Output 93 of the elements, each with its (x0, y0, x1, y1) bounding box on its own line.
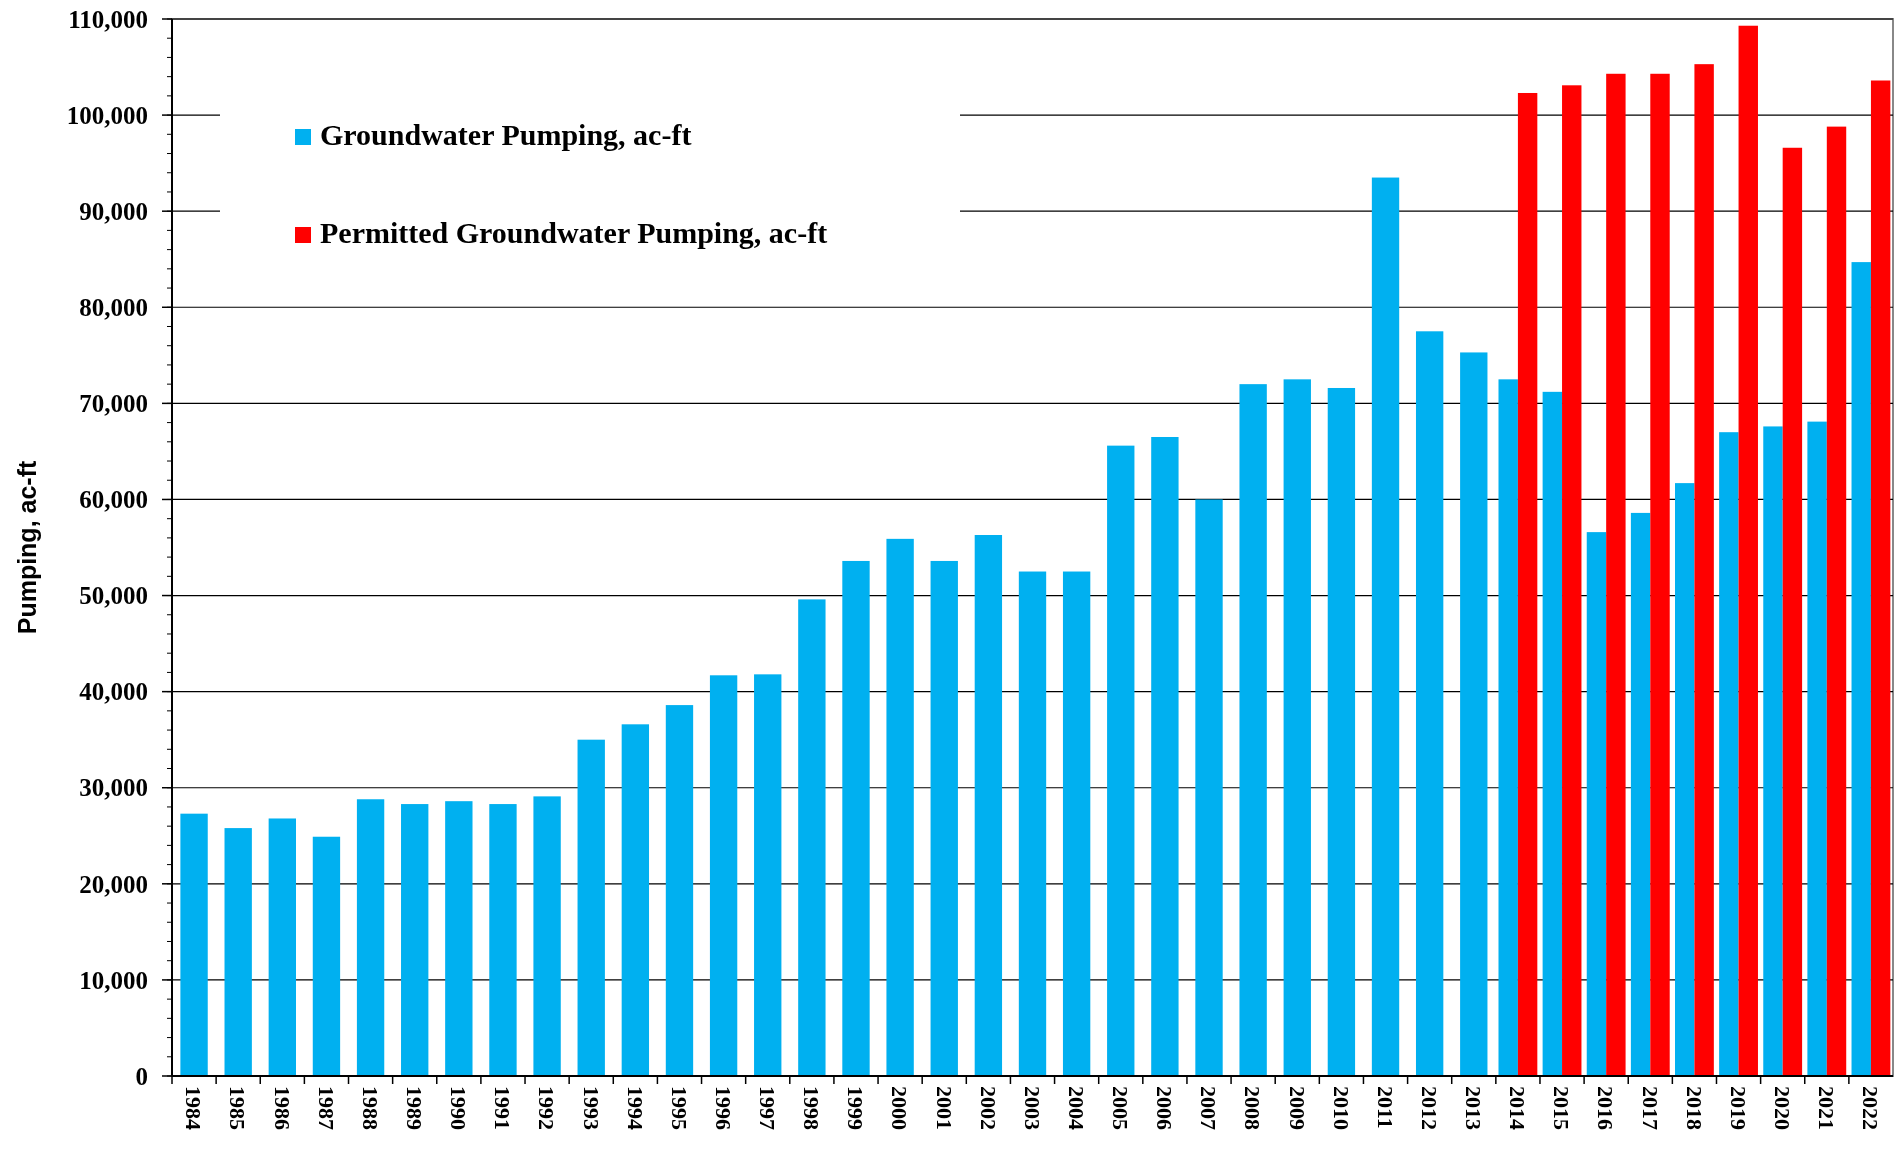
bar (445, 801, 473, 1076)
x-tick-label: 2000 (887, 1086, 913, 1130)
x-tick-label: 2002 (975, 1086, 1001, 1130)
bar (886, 538, 914, 1076)
y-tick-label: 60,000 (79, 486, 148, 514)
x-tick-label: 1994 (622, 1086, 648, 1130)
x-tick-label: 2019 (1725, 1086, 1751, 1130)
x-tick-label: 1995 (666, 1086, 692, 1130)
bar (1562, 85, 1582, 1076)
y-tick-label: 50,000 (79, 582, 148, 610)
y-tick-label: 110,000 (68, 5, 148, 33)
bar (1107, 445, 1135, 1076)
x-tick-label: 1990 (446, 1086, 472, 1130)
x-tick-label: 2012 (1416, 1086, 1442, 1130)
y-axis-title: Pumping, ac-ft (13, 460, 41, 635)
x-tick-label: 1986 (269, 1086, 295, 1130)
x-tick-label: 1991 (490, 1086, 516, 1130)
legend-label: Permitted Groundwater Pumping, ac-ft (320, 216, 828, 249)
x-tick-label: 2022 (1858, 1086, 1884, 1130)
y-tick-label: 40,000 (79, 678, 148, 706)
x-tick-label: 2006 (1152, 1086, 1178, 1130)
bar (577, 739, 605, 1076)
x-tick-label: 2014 (1505, 1086, 1531, 1130)
x-tick-label: 2016 (1593, 1086, 1619, 1130)
x-tick-label: 1993 (578, 1086, 604, 1130)
x-tick-label: 2015 (1549, 1086, 1575, 1130)
bar (1415, 331, 1444, 1076)
x-tick-label: 1997 (755, 1086, 781, 1130)
x-tick-label: 1998 (799, 1086, 825, 1130)
x-tick-label: 2003 (1019, 1086, 1045, 1130)
bar (974, 535, 1003, 1076)
bar (356, 799, 385, 1076)
x-tick-label: 2010 (1328, 1086, 1354, 1130)
bar (842, 560, 870, 1076)
bar (1870, 80, 1891, 1076)
bar (224, 828, 252, 1076)
x-tick-label: 2007 (1196, 1086, 1222, 1130)
bar (1018, 571, 1047, 1076)
bar (1517, 92, 1538, 1076)
bar (1694, 64, 1714, 1076)
y-tick-label: 0 (135, 1062, 148, 1090)
x-tick-label: 1984 (181, 1086, 207, 1130)
x-tick-label: 2004 (1063, 1086, 1089, 1130)
y-tick-label: 100,000 (66, 101, 148, 129)
bar (1283, 379, 1311, 1076)
bar (665, 705, 694, 1076)
bar (798, 599, 826, 1076)
x-tick-label: 2021 (1814, 1086, 1840, 1130)
bar (1151, 437, 1179, 1076)
y-tick-label: 20,000 (79, 870, 148, 898)
bar (1826, 126, 1847, 1076)
bar (1327, 387, 1356, 1076)
bar (1782, 147, 1803, 1076)
y-tick-label: 30,000 (79, 774, 148, 802)
bar (1606, 73, 1626, 1076)
bar (180, 813, 208, 1076)
bar (930, 560, 958, 1076)
x-tick-label: 2001 (931, 1086, 957, 1130)
bar (1371, 177, 1400, 1076)
y-tick-label: 10,000 (79, 966, 148, 994)
x-tick-label: 1999 (843, 1086, 869, 1130)
x-tick-label: 1992 (534, 1086, 560, 1130)
y-tick-label: 90,000 (79, 197, 148, 225)
bar (1239, 384, 1267, 1076)
x-tick-label: 2008 (1240, 1086, 1266, 1130)
bar (1062, 571, 1091, 1076)
bar (1738, 25, 1758, 1076)
y-tick-label: 70,000 (79, 390, 148, 418)
x-tick-label: 1989 (402, 1086, 428, 1130)
bar (533, 796, 561, 1076)
bar (268, 818, 296, 1076)
bar (754, 674, 782, 1076)
bar (312, 836, 341, 1076)
x-tick-label: 1987 (313, 1086, 339, 1130)
bar (621, 724, 650, 1076)
x-tick-label: 2018 (1681, 1086, 1707, 1130)
bar (401, 804, 429, 1076)
bar (1195, 499, 1223, 1076)
x-tick-label: 1988 (357, 1086, 383, 1130)
x-tick-label: 2013 (1461, 1086, 1487, 1130)
x-tick-label: 1985 (225, 1086, 251, 1130)
x-tick-label: 2017 (1637, 1086, 1663, 1130)
legend-label: Groundwater Pumping, ac-ft (320, 118, 692, 151)
x-tick-label: 2020 (1769, 1086, 1795, 1130)
x-tick-label: 1996 (710, 1086, 736, 1130)
bar (709, 675, 738, 1076)
bar (489, 804, 517, 1076)
y-tick-label: 80,000 (79, 294, 148, 322)
x-tick-label: 2009 (1284, 1086, 1310, 1130)
x-tick-label: 2011 (1372, 1086, 1398, 1129)
bar (1460, 352, 1488, 1076)
x-tick-label: 2005 (1108, 1086, 1134, 1130)
bar (1650, 73, 1670, 1076)
